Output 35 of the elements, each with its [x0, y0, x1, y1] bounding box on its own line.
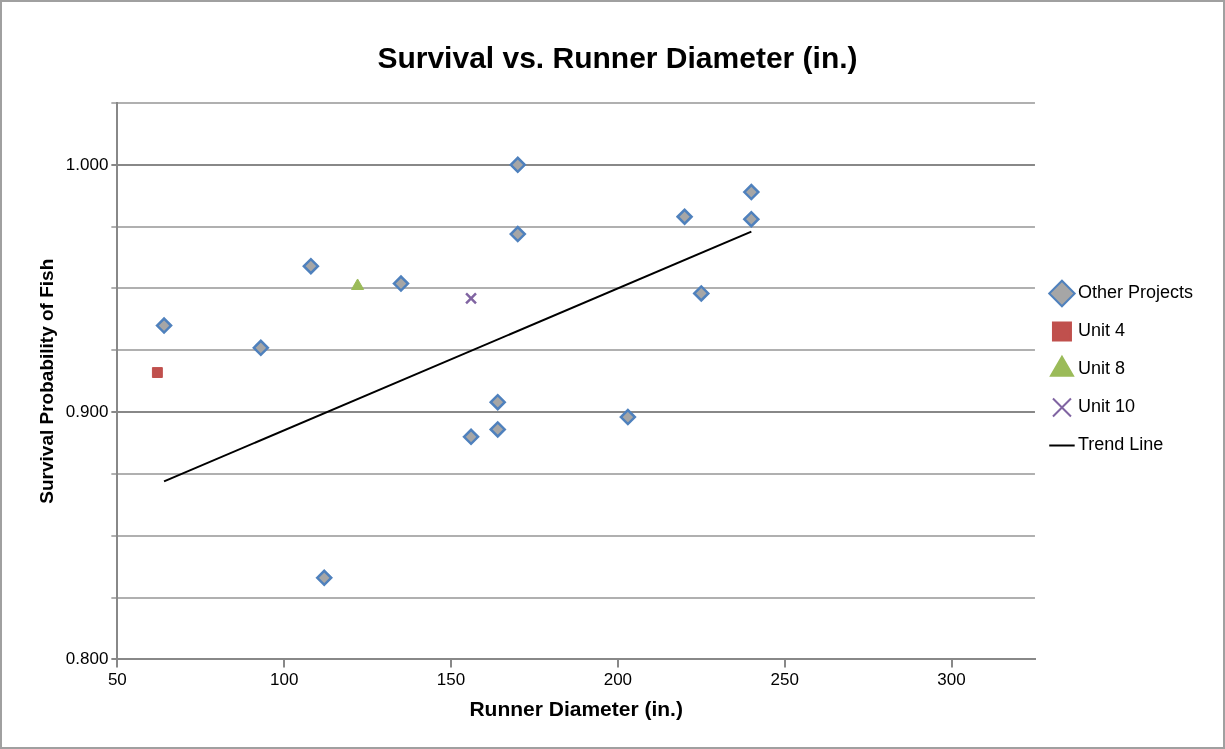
- point: [302, 257, 320, 275]
- legend-label: Other Projects: [1077, 282, 1194, 303]
- legend-label: Unit 4: [1077, 320, 1125, 341]
- point: [489, 421, 506, 438]
- point: [464, 292, 478, 305]
- legend-label: Unit 10: [1077, 396, 1136, 417]
- x-tick-label: 200: [603, 670, 633, 690]
- legend-label: Trend Line: [1077, 434, 1164, 455]
- point: [676, 208, 693, 225]
- point: [693, 285, 710, 302]
- point: [155, 317, 173, 334]
- y-tick-label: 1.000: [65, 154, 109, 174]
- x-tick-label: 50: [107, 670, 127, 690]
- y-axis-title: Survival Probability of Fish: [35, 258, 57, 504]
- x-tick-label: 300: [937, 670, 966, 690]
- point: [315, 569, 333, 587]
- point: [252, 339, 270, 357]
- point: [743, 210, 760, 228]
- x-tick-label: 100: [269, 670, 299, 690]
- point: [509, 156, 527, 174]
- point: [489, 393, 506, 411]
- y-tick-label: 0.800: [65, 649, 109, 669]
- y-tick-label: 0.900: [65, 401, 109, 421]
- point: [151, 367, 163, 378]
- point: [509, 225, 527, 243]
- point: [743, 183, 760, 201]
- point: [392, 275, 410, 292]
- x-axis-title: Runner Diameter (in.): [469, 697, 683, 721]
- chart-title: Survival vs. Runner Diameter (in.): [377, 41, 858, 75]
- point: [462, 428, 480, 446]
- x-tick-label: 150: [436, 670, 466, 690]
- legend-label: Unit 8: [1077, 358, 1125, 379]
- x-tick-label: 250: [770, 670, 799, 690]
- point: [351, 278, 365, 290]
- point: [619, 408, 637, 426]
